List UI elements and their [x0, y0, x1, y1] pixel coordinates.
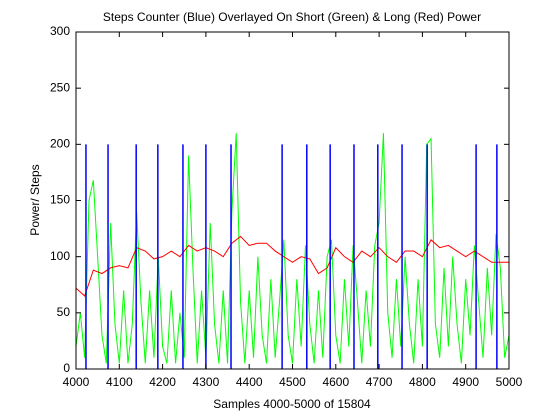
x-tick-label: 5000 — [496, 375, 523, 389]
y-tick-label: 300 — [50, 24, 70, 38]
power-line — [75, 133, 510, 364]
x-tick-label: 4700 — [366, 375, 393, 389]
x-tick-label: 4600 — [322, 375, 349, 389]
y-tick-label: 200 — [50, 137, 70, 151]
x-tick-label: 4900 — [452, 375, 479, 389]
y-tick-label: 50 — [57, 305, 71, 319]
chart-title: Steps Counter (Blue) Overlayed On Short … — [103, 10, 481, 24]
x-tick-label: 4000 — [63, 375, 90, 389]
x-tick-label: 4100 — [106, 375, 133, 389]
x-tick-label: 4800 — [409, 375, 436, 389]
x-tick-label: 4200 — [149, 375, 176, 389]
y-tick-label: 250 — [50, 80, 70, 94]
x-tick-label: 4300 — [193, 375, 220, 389]
y-axis-label: Power/ Steps — [28, 164, 42, 235]
y-tick-label: 100 — [50, 249, 70, 263]
x-tick-label: 4500 — [279, 375, 306, 389]
x-axis-label: Samples 4000-5000 of 15804 — [213, 397, 371, 411]
y-tick-label: 0 — [63, 361, 70, 375]
x-tick-label: 4400 — [236, 375, 263, 389]
y-tick-label: 150 — [50, 193, 70, 207]
power-line — [75, 235, 509, 297]
